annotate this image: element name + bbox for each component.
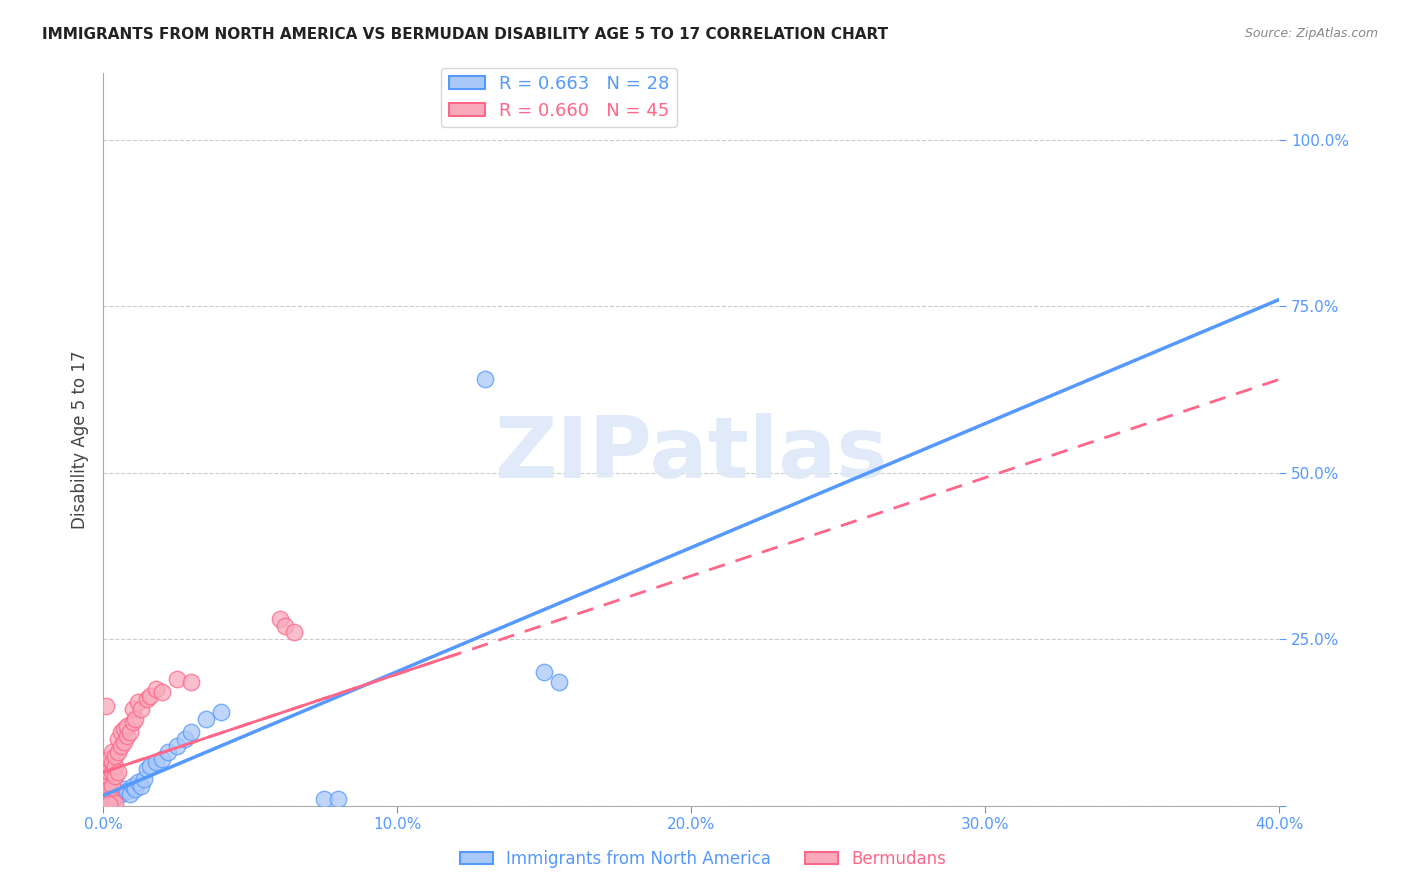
Point xyxy=(139,758,162,772)
Point xyxy=(150,685,173,699)
Point xyxy=(104,758,127,772)
Point xyxy=(166,739,188,753)
Point xyxy=(124,781,146,796)
Point xyxy=(107,785,129,799)
Point xyxy=(101,793,124,807)
Point xyxy=(98,789,121,803)
Point xyxy=(94,769,117,783)
Point xyxy=(180,725,202,739)
Point xyxy=(283,625,305,640)
Point xyxy=(115,784,138,798)
Point xyxy=(112,735,135,749)
Point xyxy=(274,619,297,633)
Point xyxy=(110,787,132,801)
Point xyxy=(101,779,124,793)
Point xyxy=(98,797,121,811)
Point xyxy=(104,769,127,783)
Point xyxy=(94,775,117,789)
Point xyxy=(110,725,132,739)
Point xyxy=(101,756,124,770)
Point xyxy=(101,745,124,759)
Point xyxy=(98,765,121,780)
Point xyxy=(269,612,291,626)
Point xyxy=(110,739,132,753)
Point xyxy=(166,672,188,686)
Point xyxy=(107,765,129,780)
Point xyxy=(139,689,162,703)
Point xyxy=(547,675,569,690)
Point xyxy=(112,722,135,736)
Point xyxy=(107,731,129,746)
Point xyxy=(104,790,127,805)
Point xyxy=(127,695,149,709)
Point xyxy=(312,792,335,806)
Point xyxy=(156,745,179,759)
Point xyxy=(328,792,350,806)
Point xyxy=(101,789,124,803)
Point xyxy=(145,682,167,697)
Point xyxy=(98,792,121,806)
Point xyxy=(124,712,146,726)
Point xyxy=(180,675,202,690)
Text: ZIPatlas: ZIPatlas xyxy=(494,413,889,496)
Point xyxy=(104,748,127,763)
Point xyxy=(101,765,124,780)
Legend: R = 0.663   N = 28, R = 0.660   N = 45: R = 0.663 N = 28, R = 0.660 N = 45 xyxy=(441,68,676,127)
Point xyxy=(127,775,149,789)
Point xyxy=(94,785,117,799)
Point xyxy=(145,756,167,770)
Point xyxy=(98,781,121,796)
Text: Source: ZipAtlas.com: Source: ZipAtlas.com xyxy=(1244,27,1378,40)
Point xyxy=(94,795,117,809)
Point xyxy=(118,725,141,739)
Point xyxy=(121,702,143,716)
Text: IMMIGRANTS FROM NORTH AMERICA VS BERMUDAN DISABILITY AGE 5 TO 17 CORRELATION CHA: IMMIGRANTS FROM NORTH AMERICA VS BERMUDA… xyxy=(42,27,889,42)
Y-axis label: Disability Age 5 to 17: Disability Age 5 to 17 xyxy=(72,351,89,529)
Point xyxy=(121,715,143,730)
Point xyxy=(474,372,496,386)
Point xyxy=(174,731,197,746)
Point xyxy=(98,758,121,772)
Point xyxy=(98,792,121,806)
Point xyxy=(136,692,159,706)
Point xyxy=(209,706,232,720)
Point xyxy=(115,719,138,733)
Point xyxy=(118,787,141,801)
Point xyxy=(121,779,143,793)
Point xyxy=(131,702,153,716)
Point xyxy=(150,752,173,766)
Point xyxy=(131,779,153,793)
Legend: Immigrants from North America, Bermudans: Immigrants from North America, Bermudans xyxy=(453,844,953,875)
Point xyxy=(98,752,121,766)
Point xyxy=(107,745,129,759)
Point xyxy=(115,729,138,743)
Point xyxy=(94,698,117,713)
Point xyxy=(134,772,156,786)
Point xyxy=(104,796,127,810)
Point xyxy=(533,665,555,680)
Point xyxy=(195,712,218,726)
Point xyxy=(112,781,135,796)
Point xyxy=(136,762,159,776)
